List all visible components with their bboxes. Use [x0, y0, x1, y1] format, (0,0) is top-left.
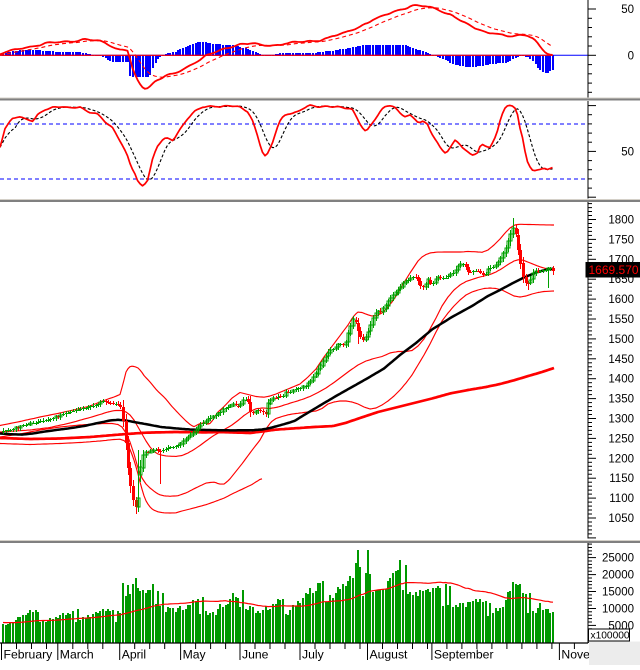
svg-text:1800: 1800	[608, 215, 634, 227]
svg-text:50: 50	[621, 146, 634, 158]
svg-text:1550: 1550	[608, 314, 634, 326]
svg-text:1750: 1750	[608, 234, 634, 246]
svg-text:0: 0	[628, 50, 634, 62]
svg-text:1450: 1450	[608, 354, 634, 366]
svg-text:April: April	[122, 648, 146, 662]
svg-text:1250: 1250	[608, 433, 634, 445]
svg-text:25000: 25000	[602, 553, 634, 565]
svg-text:10000: 10000	[602, 604, 634, 616]
svg-text:1050: 1050	[608, 513, 634, 525]
svg-text:1350: 1350	[608, 394, 634, 406]
svg-text:x100000: x100000	[591, 631, 630, 642]
svg-text:1150: 1150	[609, 473, 634, 485]
svg-text:1200: 1200	[608, 453, 634, 465]
svg-text:June: June	[242, 648, 269, 662]
svg-text:March: March	[60, 648, 94, 662]
svg-text:1300: 1300	[608, 414, 634, 426]
svg-text:1500: 1500	[608, 334, 634, 346]
svg-text:July: July	[302, 648, 325, 662]
svg-text:20000: 20000	[602, 570, 634, 582]
svg-text:1600: 1600	[608, 294, 634, 306]
svg-text:September: September	[434, 648, 494, 662]
svg-text:1400: 1400	[608, 374, 634, 386]
svg-text:1100: 1100	[609, 493, 634, 505]
svg-text:August: August	[370, 648, 409, 662]
svg-text:February: February	[4, 648, 54, 662]
svg-text:50: 50	[621, 4, 634, 16]
svg-text:1669.570: 1669.570	[589, 263, 639, 277]
svg-text:Nove: Nove	[561, 648, 590, 662]
svg-text:15000: 15000	[602, 587, 634, 599]
svg-text:May: May	[183, 648, 207, 662]
